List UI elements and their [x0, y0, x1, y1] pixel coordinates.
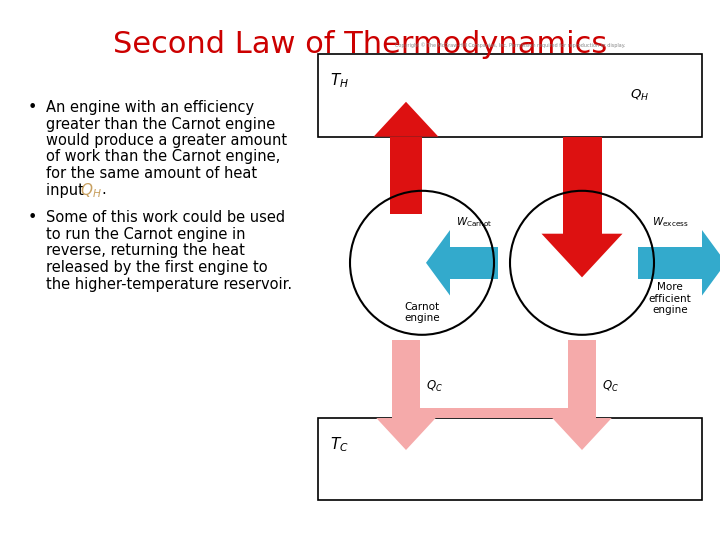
- Text: More
efficient
engine: More efficient engine: [649, 282, 691, 315]
- Polygon shape: [541, 234, 623, 278]
- Text: Some of this work could be used: Some of this work could be used: [46, 211, 285, 226]
- Text: released by the first engine to: released by the first engine to: [46, 260, 268, 275]
- Text: Carnot
engine: Carnot engine: [404, 302, 440, 323]
- Polygon shape: [392, 340, 420, 418]
- Polygon shape: [552, 418, 612, 450]
- Text: for the same amount of heat: for the same amount of heat: [46, 166, 257, 181]
- Text: $W_{\rm excess}$: $W_{\rm excess}$: [652, 215, 688, 229]
- Text: Second Law of Thermodynamics: Second Law of Thermodynamics: [113, 30, 607, 59]
- Text: $T_H$: $T_H$: [330, 71, 349, 90]
- Text: $W_{\rm Carnot}$: $W_{\rm Carnot}$: [456, 215, 492, 229]
- Text: reverse, returning the heat: reverse, returning the heat: [46, 244, 245, 259]
- Polygon shape: [702, 230, 720, 295]
- Text: $Q_H$: $Q_H$: [630, 88, 649, 103]
- Text: the higher-temperature reservoir.: the higher-temperature reservoir.: [46, 276, 292, 292]
- Text: .: .: [101, 183, 106, 198]
- Text: greater than the Carnot engine: greater than the Carnot engine: [46, 117, 275, 132]
- Text: Copyright © The McGraw-Hill Companies, Inc. Permission required for reproduction: Copyright © The McGraw-Hill Companies, I…: [395, 42, 625, 48]
- Text: $Q_C$: $Q_C$: [602, 379, 619, 394]
- Polygon shape: [392, 408, 596, 418]
- Text: of work than the Carnot engine,: of work than the Carnot engine,: [46, 150, 280, 165]
- Polygon shape: [374, 102, 438, 137]
- Polygon shape: [562, 137, 601, 234]
- Text: •: •: [28, 100, 37, 115]
- Text: input: input: [46, 183, 89, 198]
- Polygon shape: [390, 137, 422, 214]
- Text: $Q_H$: $Q_H$: [80, 181, 102, 200]
- Polygon shape: [426, 230, 450, 295]
- Text: •: •: [28, 211, 37, 226]
- Text: An engine with an efficiency: An engine with an efficiency: [46, 100, 254, 115]
- Text: $Q_C$: $Q_C$: [426, 379, 443, 394]
- Polygon shape: [318, 418, 702, 501]
- Polygon shape: [450, 247, 498, 279]
- Polygon shape: [377, 418, 436, 450]
- Text: $T_C$: $T_C$: [330, 435, 348, 454]
- Polygon shape: [318, 54, 702, 137]
- Text: would produce a greater amount: would produce a greater amount: [46, 133, 287, 148]
- Text: to run the Carnot engine in: to run the Carnot engine in: [46, 227, 246, 242]
- Polygon shape: [567, 340, 596, 418]
- Polygon shape: [638, 247, 702, 279]
